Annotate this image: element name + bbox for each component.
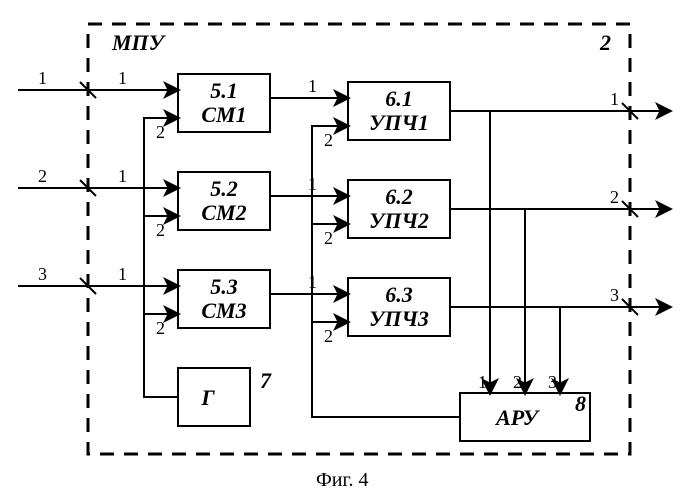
g-main: Г bbox=[200, 385, 215, 410]
ext-in1-num: 1 bbox=[38, 68, 47, 88]
diagram-svg: МПУ 2 5.1 СМ1 5.2 СМ2 5.3 СМ3 Г 7 6.1 УП… bbox=[0, 0, 686, 500]
cm2-top: 5.2 bbox=[210, 176, 238, 201]
aru-in3-num: 3 bbox=[548, 372, 557, 392]
block-upc2: 6.2 УПЧ2 bbox=[348, 180, 450, 238]
upc3-port2-num: 2 bbox=[324, 326, 333, 346]
ext-in2-num: 2 bbox=[38, 166, 47, 186]
ext-out1-num: 1 bbox=[610, 89, 619, 109]
upc1-top: 6.1 bbox=[385, 86, 413, 111]
upc1-port2-num: 2 bbox=[324, 130, 333, 150]
upc2-top: 6.2 bbox=[385, 184, 413, 209]
upc2-port2-num: 2 bbox=[324, 228, 333, 248]
aru-in2-num: 2 bbox=[513, 372, 522, 392]
aru-num: 8 bbox=[575, 391, 586, 416]
upc2-bot: УПЧ2 bbox=[369, 208, 429, 233]
cm1-top: 5.1 bbox=[210, 78, 238, 103]
block-aru: АРУ 8 bbox=[460, 391, 590, 441]
cm1-bot: СМ1 bbox=[201, 102, 246, 127]
upc3-bot: УПЧ3 bbox=[369, 306, 429, 331]
block-cm2: 5.2 СМ2 bbox=[178, 172, 270, 230]
upc3-top: 6.3 bbox=[385, 282, 413, 307]
cm2-port1-num: 1 bbox=[118, 166, 127, 186]
aru-main: АРУ bbox=[494, 405, 541, 430]
block-cm1: 5.1 СМ1 bbox=[178, 74, 270, 132]
upc1-bot: УПЧ1 bbox=[369, 110, 429, 135]
cm3-bot: СМ3 bbox=[201, 298, 246, 323]
block-cm3: 5.3 СМ3 bbox=[178, 270, 270, 328]
upc1-port1-num: 1 bbox=[308, 76, 317, 96]
mpu-border-num: 2 bbox=[599, 30, 611, 55]
figure-caption: Фиг. 4 bbox=[316, 469, 368, 491]
cm1-port2-num: 2 bbox=[156, 122, 165, 142]
ext-out2-num: 2 bbox=[610, 187, 619, 207]
block-g: Г 7 bbox=[178, 368, 272, 426]
cm2-bot: СМ2 bbox=[201, 200, 246, 225]
wire-g-cm1 bbox=[144, 118, 178, 397]
block-upc1: 6.1 УПЧ1 bbox=[348, 82, 450, 140]
mpu-title: МПУ bbox=[111, 30, 167, 55]
cm1-port1-num: 1 bbox=[118, 68, 127, 88]
ext-out3-num: 3 bbox=[610, 285, 619, 305]
cm3-port1-num: 1 bbox=[118, 264, 127, 284]
cm2-port2-num: 2 bbox=[156, 220, 165, 240]
block-upc3: 6.3 УПЧ3 bbox=[348, 278, 450, 336]
g-num: 7 bbox=[260, 368, 272, 393]
cm3-top: 5.3 bbox=[210, 274, 238, 299]
wire-aru-upc1 bbox=[312, 126, 460, 417]
ext-in3-num: 3 bbox=[38, 264, 47, 284]
cm3-port2-num: 2 bbox=[156, 318, 165, 338]
aru-in1-num: 1 bbox=[478, 372, 487, 392]
